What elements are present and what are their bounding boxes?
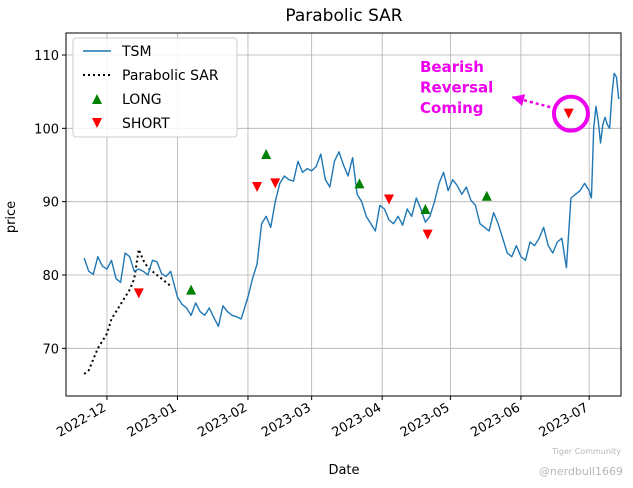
plot-frame [65, 32, 622, 397]
sar-line [83, 245, 172, 375]
tsm-series [83, 72, 620, 328]
legend-long-marker [92, 94, 102, 104]
y-tick-label: 80 [42, 269, 59, 284]
annotation-arrow-head [512, 94, 526, 106]
short-marker [422, 229, 433, 240]
y-tick-label: 70 [42, 342, 59, 357]
chart-title: Parabolic SAR [285, 6, 402, 26]
y-axis-label: price [4, 201, 19, 233]
long-marker [420, 204, 431, 214]
highlight-circle [551, 94, 590, 133]
long-marker [354, 178, 365, 189]
legend-label: LONG [122, 92, 162, 108]
legend-short-marker [92, 118, 102, 128]
annotation-text-line: Bearish [420, 58, 484, 76]
y-tick-label: 90 [42, 196, 59, 211]
legend-label: SHORT [122, 116, 170, 132]
signal-markers [133, 108, 574, 299]
sar-series [83, 245, 172, 375]
y-tick-label: 100 [34, 122, 59, 137]
short-marker [383, 194, 394, 205]
long-marker [481, 190, 492, 201]
long-marker [186, 284, 197, 295]
short-marker [133, 288, 144, 299]
grid-lines [66, 33, 621, 396]
annotation-text-line: Coming [420, 99, 484, 117]
watermark-brand: Tiger Community [552, 447, 621, 456]
legend-label: Parabolic SAR [122, 68, 219, 84]
long-marker [261, 149, 272, 159]
tsm-line [83, 72, 620, 328]
legend-box [72, 37, 238, 138]
short-marker [252, 182, 263, 192]
x-axis-label: Date [328, 463, 359, 478]
annotation: Bearish Reversal Coming [420, 58, 590, 133]
watermark-handle: @nerdbull1669 [538, 465, 623, 478]
y-axis: 70 80 90 100 110 [34, 49, 66, 357]
short-marker [270, 178, 281, 189]
legend: TSM Parabolic SAR LONG SHORT [72, 37, 238, 138]
legend-label: TSM [121, 44, 152, 60]
short-marker [563, 108, 574, 119]
y-tick-label: 110 [34, 49, 59, 64]
annotation-text-line: Reversal [420, 79, 493, 97]
